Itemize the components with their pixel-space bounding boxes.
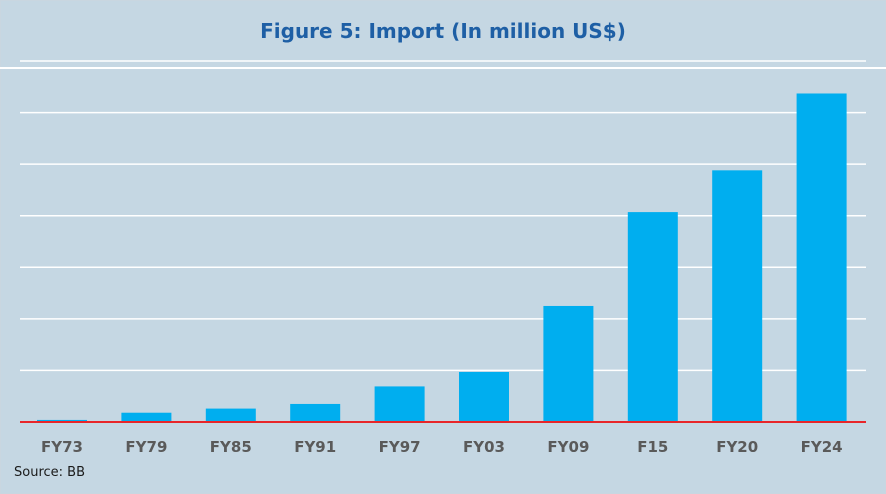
x-tick-label-fy79: FY79 (125, 438, 167, 456)
x-tick-label-fy24: FY24 (801, 438, 843, 456)
x-tick-label-fy85: FY85 (210, 438, 252, 456)
source-note: Source: BB (14, 465, 85, 480)
x-tick-label-fy97: FY97 (379, 438, 421, 456)
bar-fy03 (459, 371, 509, 422)
chart-title: Figure 5: Import (In million US$) (260, 19, 626, 43)
x-tick-label-f15: F15 (637, 438, 668, 456)
x-tick-label-fy91: FY91 (294, 438, 336, 456)
bar-f15 (627, 212, 678, 422)
x-tick-label-fy03: FY03 (463, 438, 505, 456)
bar-fy24 (796, 93, 847, 423)
bar-fy20 (712, 170, 763, 422)
bar-fy09 (543, 305, 594, 422)
title-divider (0, 67, 886, 69)
bars (37, 93, 847, 423)
x-tick-label-fy73: FY73 (41, 438, 83, 456)
bar-fy85 (205, 408, 256, 422)
bar-fy73 (37, 419, 87, 422)
x-tick-label-fy09: FY09 (547, 438, 589, 456)
x-tick-label-fy20: FY20 (716, 438, 758, 456)
x-axis-tick-labels: FY73 FY79 FY85 FY91 FY97 FY03 FY09 F15 FY20 FY24 (41, 438, 843, 456)
bar-fy91 (290, 403, 341, 422)
bar-fy79 (121, 412, 172, 422)
bar-fy97 (374, 386, 425, 422)
